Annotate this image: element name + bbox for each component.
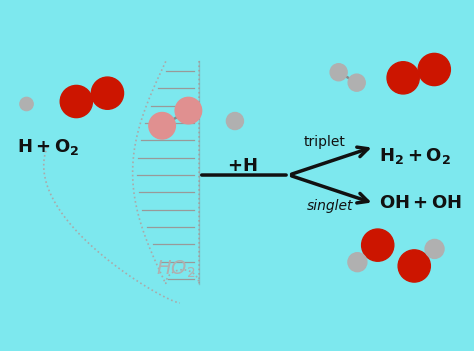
- Text: $\mathbf{H_2 + O_2}$: $\mathbf{H_2 + O_2}$: [379, 146, 451, 166]
- Circle shape: [60, 85, 92, 118]
- Circle shape: [387, 62, 419, 94]
- Circle shape: [348, 253, 367, 272]
- Circle shape: [175, 97, 201, 124]
- Circle shape: [149, 113, 175, 139]
- Circle shape: [20, 97, 33, 111]
- Circle shape: [227, 113, 244, 130]
- Circle shape: [425, 239, 444, 258]
- Circle shape: [362, 229, 394, 261]
- Circle shape: [398, 250, 430, 282]
- Circle shape: [330, 64, 347, 81]
- Text: $\mathbf{H + O_2}$: $\mathbf{H + O_2}$: [17, 137, 80, 157]
- Circle shape: [418, 53, 450, 86]
- Text: $\mathbf{+ H}$: $\mathbf{+ H}$: [228, 157, 258, 174]
- Circle shape: [91, 77, 124, 109]
- Circle shape: [348, 74, 365, 91]
- Text: singlet: singlet: [306, 199, 353, 213]
- Text: $\mathit{HO_2}$: $\mathit{HO_2}$: [155, 259, 195, 280]
- Text: $\mathbf{OH + OH}$: $\mathbf{OH + OH}$: [379, 194, 462, 212]
- Text: triplet: triplet: [304, 135, 346, 150]
